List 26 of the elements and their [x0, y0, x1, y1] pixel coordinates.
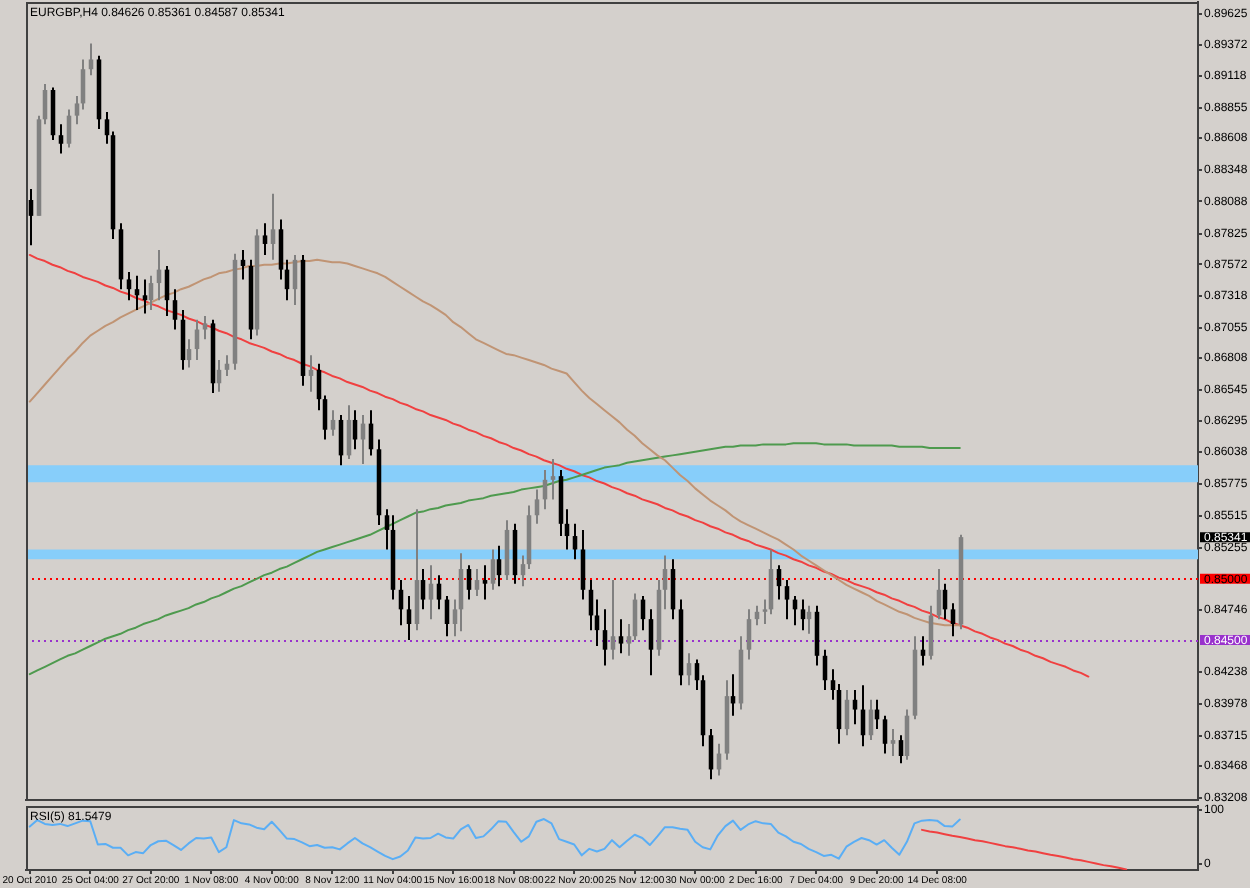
candlestick [172, 288, 178, 331]
candlestick [420, 568, 426, 611]
candlestick [270, 192, 276, 261]
candlestick [800, 598, 806, 632]
candlestick [88, 42, 94, 77]
candlestick [550, 458, 556, 501]
candlestick [482, 564, 488, 601]
candlestick [928, 604, 934, 661]
candlestick [202, 315, 208, 341]
candlestick [406, 594, 412, 641]
candlestick [142, 278, 148, 315]
candlestick [852, 689, 858, 726]
candlestick [126, 271, 132, 302]
candlestick [610, 579, 616, 661]
candlestick [490, 548, 496, 591]
candlestick [882, 714, 888, 755]
candlestick [580, 528, 586, 601]
candlestick [58, 123, 64, 155]
candlestick [262, 222, 268, 256]
candlestick [784, 579, 790, 621]
candlestick [330, 409, 336, 437]
candlestick [602, 608, 608, 667]
candlestick [890, 728, 896, 758]
candlestick [950, 602, 956, 638]
candlestick [618, 618, 624, 655]
candlestick [474, 568, 480, 597]
